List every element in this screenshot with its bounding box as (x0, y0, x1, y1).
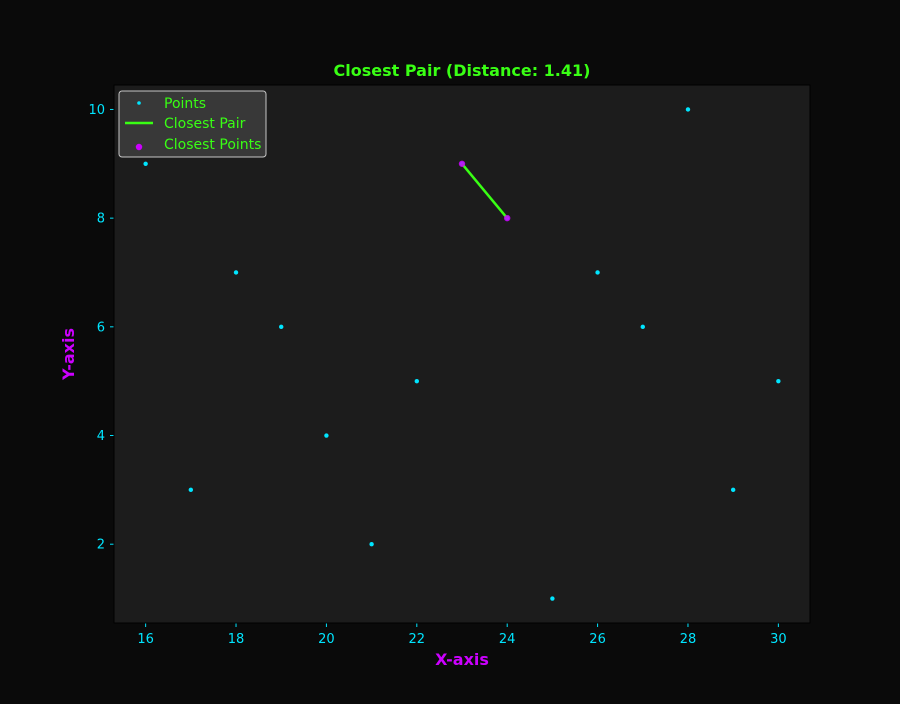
data-point (188, 487, 194, 493)
x-tick-label: 30 (770, 632, 787, 647)
legend: Points Closest Pair Closest Points (118, 90, 267, 158)
x-tick-label: 16 (137, 632, 154, 647)
x-axis-label: X-axis (435, 650, 489, 669)
data-point (279, 324, 284, 330)
y-tick-label: 10 (88, 103, 105, 118)
x-tick-label: 28 (680, 632, 697, 647)
data-point (414, 378, 420, 384)
x-tick-label: 22 (409, 632, 426, 647)
data-marks (143, 107, 781, 601)
y-tick-label: 4 (97, 429, 105, 444)
legend-label: Closest Pair (164, 116, 246, 132)
y-tick-label: 6 (97, 320, 105, 335)
y-tick-label: 8 (97, 212, 105, 227)
closest-point-marker (458, 160, 466, 167)
data-point (369, 542, 374, 547)
legend-box (118, 90, 267, 158)
data-point (595, 270, 600, 275)
data-point (143, 161, 148, 166)
x-tick-label: 18 (228, 632, 245, 647)
legend-marker-swatch (137, 101, 141, 105)
y-axis-label: Y-axis (59, 328, 78, 381)
x-tick-label: 24 (499, 632, 516, 647)
y-tick-label: 2 (97, 538, 105, 553)
data-point (776, 378, 781, 384)
data-point (730, 487, 736, 493)
chart-title: Closest Pair (Distance: 1.41) (334, 61, 591, 80)
closest-point-marker (503, 214, 511, 222)
x-tick-label: 20 (318, 632, 335, 647)
plot-frame (113, 84, 811, 624)
legend-label: Points (164, 96, 206, 112)
data-point (685, 107, 691, 112)
data-point (233, 270, 239, 275)
legend-label: Closest Points (164, 137, 261, 153)
x-tick-label: 26 (589, 632, 606, 647)
data-point (550, 596, 555, 601)
plot-area (114, 85, 810, 623)
legend-marker-swatch (135, 143, 143, 151)
closest-pair-line (461, 162, 509, 219)
data-point (324, 433, 329, 438)
data-point (640, 324, 645, 330)
